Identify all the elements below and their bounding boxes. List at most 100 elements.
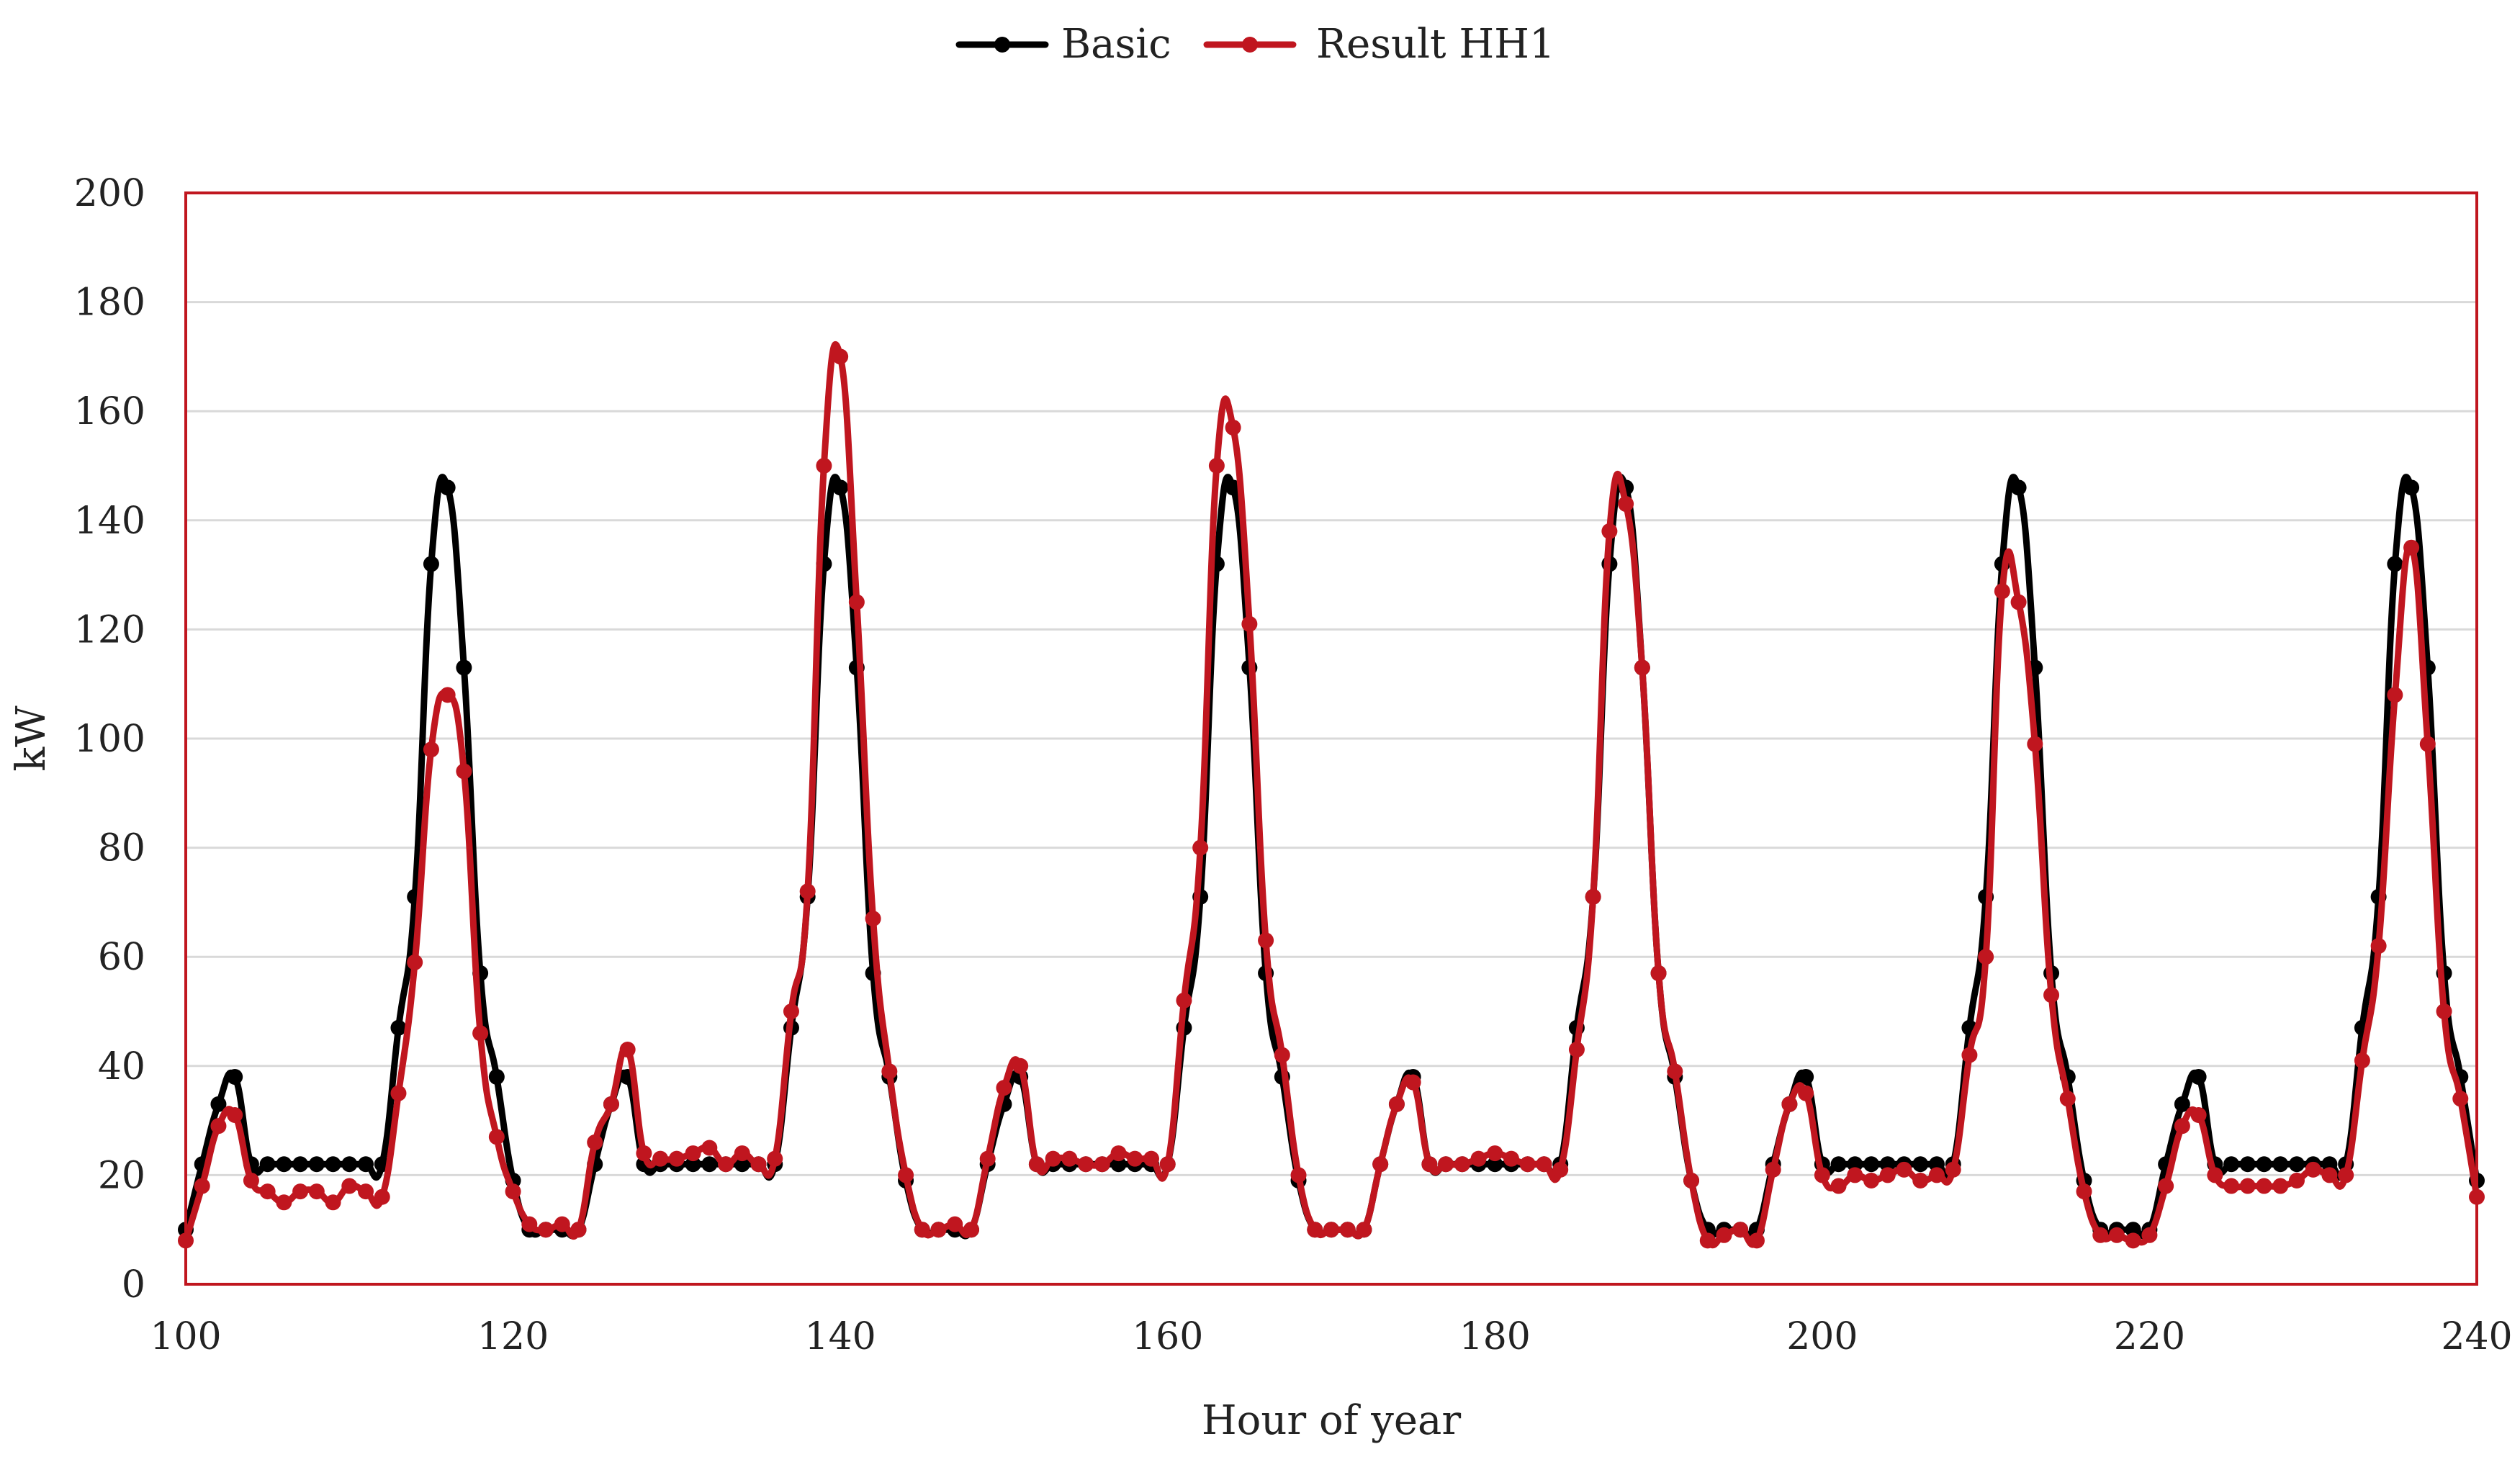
data-point-result-hh1: [374, 1188, 390, 1205]
data-point-result-hh1: [456, 763, 472, 780]
data-point-result-hh1: [423, 741, 439, 758]
data-point-basic: [2288, 1156, 2305, 1173]
data-point-basic: [227, 1068, 243, 1085]
data-point-result-hh1: [2043, 987, 2060, 1003]
data-point-result-hh1: [554, 1216, 570, 1232]
data-point-result-hh1: [488, 1129, 505, 1145]
y-tick-label: 60: [98, 936, 145, 979]
data-point-result-hh1: [1012, 1057, 1029, 1074]
series-line-result-hh1: [182, 341, 2480, 1249]
data-point-result-hh1: [243, 1172, 259, 1188]
data-point-result-hh1: [1994, 583, 2010, 600]
data-point-result-hh1: [1978, 949, 1994, 965]
data-point-basic: [2223, 1156, 2240, 1173]
data-point-result-hh1: [1143, 1150, 1159, 1167]
legend-marker-basic: [994, 37, 1010, 53]
data-point-result-hh1: [1879, 1167, 1896, 1183]
data-point-result-hh1: [1896, 1161, 1912, 1178]
data-point-basic: [2321, 1156, 2338, 1173]
data-point-result-hh1: [1536, 1156, 1552, 1173]
gridlines: [186, 191, 2477, 1176]
data-point-basic: [390, 1019, 407, 1036]
data-point-result-hh1: [636, 1145, 652, 1162]
data-point-result-hh1: [2125, 1232, 2141, 1249]
x-axis-ticks: 100 120 140 160 180 200 220 240: [150, 1315, 2512, 1358]
data-point-result-hh1: [1830, 1178, 1847, 1194]
y-tick-label: 180: [74, 281, 145, 325]
x-tick-label: 100: [150, 1315, 221, 1358]
data-point-basic: [2387, 556, 2403, 572]
data-point-result-hh1: [979, 1150, 996, 1167]
legend-label-basic: Basic: [1061, 21, 1171, 68]
data-point-basic: [276, 1156, 292, 1173]
data-point-result-hh1: [2223, 1178, 2240, 1194]
data-point-result-hh1: [1568, 1042, 1585, 1058]
data-point-result-hh1: [1748, 1232, 1765, 1249]
data-point-result-hh1: [1683, 1172, 1700, 1188]
data-point-basic: [734, 1156, 750, 1173]
data-point-result-hh1: [1634, 659, 1650, 676]
data-point-basic: [308, 1156, 325, 1173]
data-point-basic: [1110, 1156, 1127, 1173]
data-point-result-hh1: [538, 1222, 554, 1238]
data-point-result-hh1: [1716, 1227, 1732, 1243]
data-point-result-hh1: [358, 1183, 374, 1200]
data-point-result-hh1: [1667, 1063, 1683, 1080]
data-point-result-hh1: [1045, 1150, 1061, 1167]
data-point-result-hh1: [1241, 615, 1258, 632]
data-point-result-hh1: [210, 1118, 227, 1135]
data-point-basic: [325, 1156, 341, 1173]
data-point-result-hh1: [1323, 1222, 1339, 1238]
data-point-result-hh1: [1847, 1167, 1863, 1183]
y-tick-label: 20: [98, 1154, 145, 1197]
data-point-result-hh1: [2321, 1167, 2338, 1183]
data-point-result-hh1: [2338, 1167, 2354, 1183]
data-point-result-hh1: [619, 1042, 636, 1058]
data-point-result-hh1: [570, 1222, 587, 1238]
data-point-basic: [341, 1156, 358, 1173]
data-point-basic: [1847, 1156, 1863, 1173]
data-point-result-hh1: [1863, 1172, 1880, 1188]
data-point-result-hh1: [1928, 1167, 1945, 1183]
series-layer: [178, 341, 2485, 1249]
data-point-result-hh1: [718, 1156, 734, 1173]
data-point-result-hh1: [685, 1145, 701, 1162]
data-point-result-hh1: [1781, 1096, 1798, 1112]
data-point-result-hh1: [799, 883, 816, 900]
data-point-basic: [685, 1156, 701, 1173]
data-point-result-hh1: [1274, 1047, 1290, 1063]
data-point-result-hh1: [1912, 1172, 1929, 1188]
y-tick-label: 80: [98, 827, 145, 870]
data-point-result-hh1: [2174, 1118, 2190, 1135]
y-tick-label: 140: [74, 500, 145, 543]
data-point-result-hh1: [2403, 539, 2420, 556]
data-point-basic: [832, 479, 849, 496]
data-point-basic: [1912, 1156, 1929, 1173]
data-point-result-hh1: [701, 1140, 718, 1156]
data-point-result-hh1: [1945, 1161, 1961, 1178]
data-point-result-hh1: [2387, 687, 2403, 703]
y-tick-label: 200: [74, 172, 145, 215]
data-point-result-hh1: [587, 1134, 603, 1150]
series-result-hh1: [178, 341, 2485, 1249]
data-point-result-hh1: [276, 1194, 292, 1211]
legend-entry-result-hh1: Result HH1: [1203, 21, 1555, 68]
x-tick-label: 220: [2114, 1315, 2185, 1358]
y-axis-title: kW: [8, 705, 55, 772]
data-point-basic: [1863, 1156, 1880, 1173]
data-point-result-hh1: [1650, 965, 1667, 981]
data-point-result-hh1: [2419, 736, 2436, 752]
data-point-result-hh1: [1339, 1222, 1356, 1238]
data-point-basic: [2125, 1222, 2141, 1238]
data-point-result-hh1: [1176, 992, 1192, 1009]
data-point-result-hh1: [1405, 1074, 1421, 1091]
plot-area-frame: [184, 191, 2478, 1286]
data-point-result-hh1: [1307, 1222, 1323, 1238]
data-point-result-hh1: [848, 594, 865, 610]
data-point-basic: [2190, 1068, 2207, 1085]
data-point-result-hh1: [259, 1183, 276, 1200]
data-point-result-hh1: [1961, 1047, 1978, 1063]
data-point-result-hh1: [750, 1156, 767, 1173]
legend-marker-result-hh1: [1242, 37, 1258, 53]
